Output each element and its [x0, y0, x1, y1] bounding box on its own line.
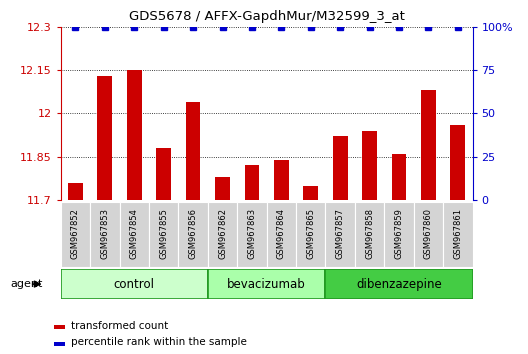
Bar [325, 202, 355, 267]
Text: control: control [114, 278, 155, 291]
Bar [421, 90, 436, 200]
Bar [61, 202, 90, 267]
Text: GSM967864: GSM967864 [277, 208, 286, 259]
Bar [274, 160, 289, 200]
Text: bevacizumab: bevacizumab [227, 278, 306, 291]
Bar [54, 342, 65, 346]
Text: GSM967854: GSM967854 [130, 208, 139, 259]
Text: percentile rank within the sample: percentile rank within the sample [71, 337, 247, 347]
Bar [90, 202, 119, 267]
Text: GSM967857: GSM967857 [336, 208, 345, 259]
Bar [119, 202, 149, 267]
Bar [384, 202, 414, 267]
Bar [296, 202, 325, 267]
Text: GSM967859: GSM967859 [394, 208, 403, 259]
Bar [443, 202, 473, 267]
Bar [414, 202, 443, 267]
Text: GSM967855: GSM967855 [159, 208, 168, 259]
Text: GSM967862: GSM967862 [218, 208, 227, 259]
Bar [304, 185, 318, 200]
Bar [325, 269, 473, 299]
Bar [267, 202, 296, 267]
Bar [186, 102, 201, 200]
Bar [215, 177, 230, 200]
Bar [127, 70, 142, 200]
Bar [333, 136, 347, 200]
Text: dibenzazepine: dibenzazepine [356, 278, 442, 291]
Bar [237, 202, 267, 267]
Text: transformed count: transformed count [71, 320, 168, 331]
Bar [68, 183, 83, 200]
Text: GSM967861: GSM967861 [454, 208, 463, 259]
Bar [208, 269, 325, 299]
Bar [54, 325, 65, 329]
Text: GSM967856: GSM967856 [188, 208, 197, 259]
Bar [98, 76, 112, 200]
Bar [156, 148, 171, 200]
Text: GSM967860: GSM967860 [424, 208, 433, 259]
Text: GSM967853: GSM967853 [100, 208, 109, 259]
Text: agent: agent [11, 279, 43, 289]
Bar [392, 154, 407, 200]
Title: GDS5678 / AFFX-GapdhMur/M32599_3_at: GDS5678 / AFFX-GapdhMur/M32599_3_at [129, 10, 404, 23]
Bar [149, 202, 178, 267]
Text: GSM967865: GSM967865 [306, 208, 315, 259]
Bar [244, 165, 259, 200]
Bar [362, 131, 377, 200]
Bar [450, 125, 465, 200]
Text: GSM967863: GSM967863 [248, 208, 257, 259]
Text: GSM967858: GSM967858 [365, 208, 374, 259]
Bar [208, 202, 237, 267]
Bar [61, 269, 208, 299]
Bar [355, 202, 384, 267]
Text: GSM967852: GSM967852 [71, 208, 80, 259]
Bar [178, 202, 208, 267]
